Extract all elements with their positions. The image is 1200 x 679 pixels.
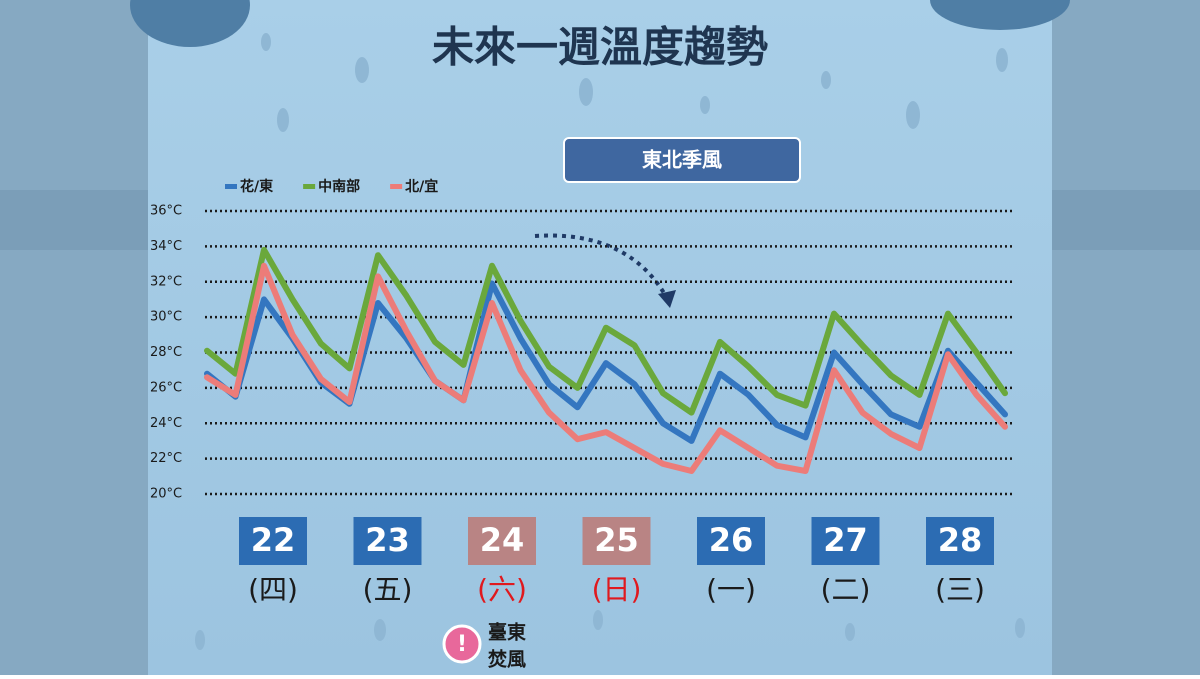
y-tick-label: 22°C <box>150 451 182 466</box>
legend-label: 中南部 <box>318 178 360 195</box>
day-date: 24 <box>480 521 525 559</box>
day-date: 22 <box>251 521 296 559</box>
y-tick-label: 26°C <box>150 380 182 395</box>
day-date: 26 <box>709 521 754 559</box>
cloud <box>130 0 250 47</box>
day-weekday: (六) <box>477 573 527 606</box>
day-weekday: (三) <box>935 573 985 606</box>
day-date: 25 <box>594 521 639 559</box>
y-tick-label: 30°C <box>150 310 182 325</box>
day-box <box>811 517 880 565</box>
chart-title: 未來一週溫度趨勢 <box>432 23 768 72</box>
y-tick-label: 36°C <box>150 204 182 219</box>
trend-arrow <box>534 233 670 301</box>
side-band <box>1052 190 1200 250</box>
raindrops <box>195 33 1025 650</box>
day-weekday: (五) <box>363 573 413 606</box>
annotation: 東北季風 <box>642 148 722 172</box>
y-tick-label: 20°C <box>150 487 182 502</box>
day-date: 28 <box>938 521 983 559</box>
day-date: 23 <box>365 521 410 559</box>
y-tick-label: 28°C <box>150 345 182 360</box>
day-date: 27 <box>823 521 868 559</box>
day-weekday: (二) <box>821 573 871 606</box>
alert-icon <box>442 624 482 664</box>
legend-label: 花/東 <box>240 178 273 195</box>
alert-text: 臺東 <box>488 621 526 644</box>
legend-label: 北/宜 <box>405 178 438 195</box>
day-weekday: (日) <box>592 573 642 606</box>
day-box <box>468 517 536 565</box>
day-weekday: (一) <box>706 573 756 606</box>
day-box <box>582 517 651 565</box>
arrow-head <box>658 290 676 308</box>
series-line <box>204 246 1008 416</box>
series-line <box>204 262 1008 474</box>
y-tick-label: 32°C <box>150 274 182 289</box>
cloud <box>930 0 1070 30</box>
legend-swatch <box>390 184 403 189</box>
side-band <box>0 190 148 250</box>
legend-swatch <box>225 184 237 189</box>
day-box <box>239 517 307 565</box>
y-tick-label: 24°C <box>150 416 182 431</box>
day-weekday: (四) <box>248 573 298 606</box>
day-box <box>926 517 994 565</box>
alert-icon-text: ! <box>457 632 467 657</box>
annotation-box <box>563 137 801 183</box>
day-box <box>697 517 765 565</box>
y-tick-label: 34°C <box>150 239 182 254</box>
legend-swatch <box>303 184 316 189</box>
day-box <box>353 517 422 565</box>
alert-text: 焚風 <box>488 649 526 671</box>
